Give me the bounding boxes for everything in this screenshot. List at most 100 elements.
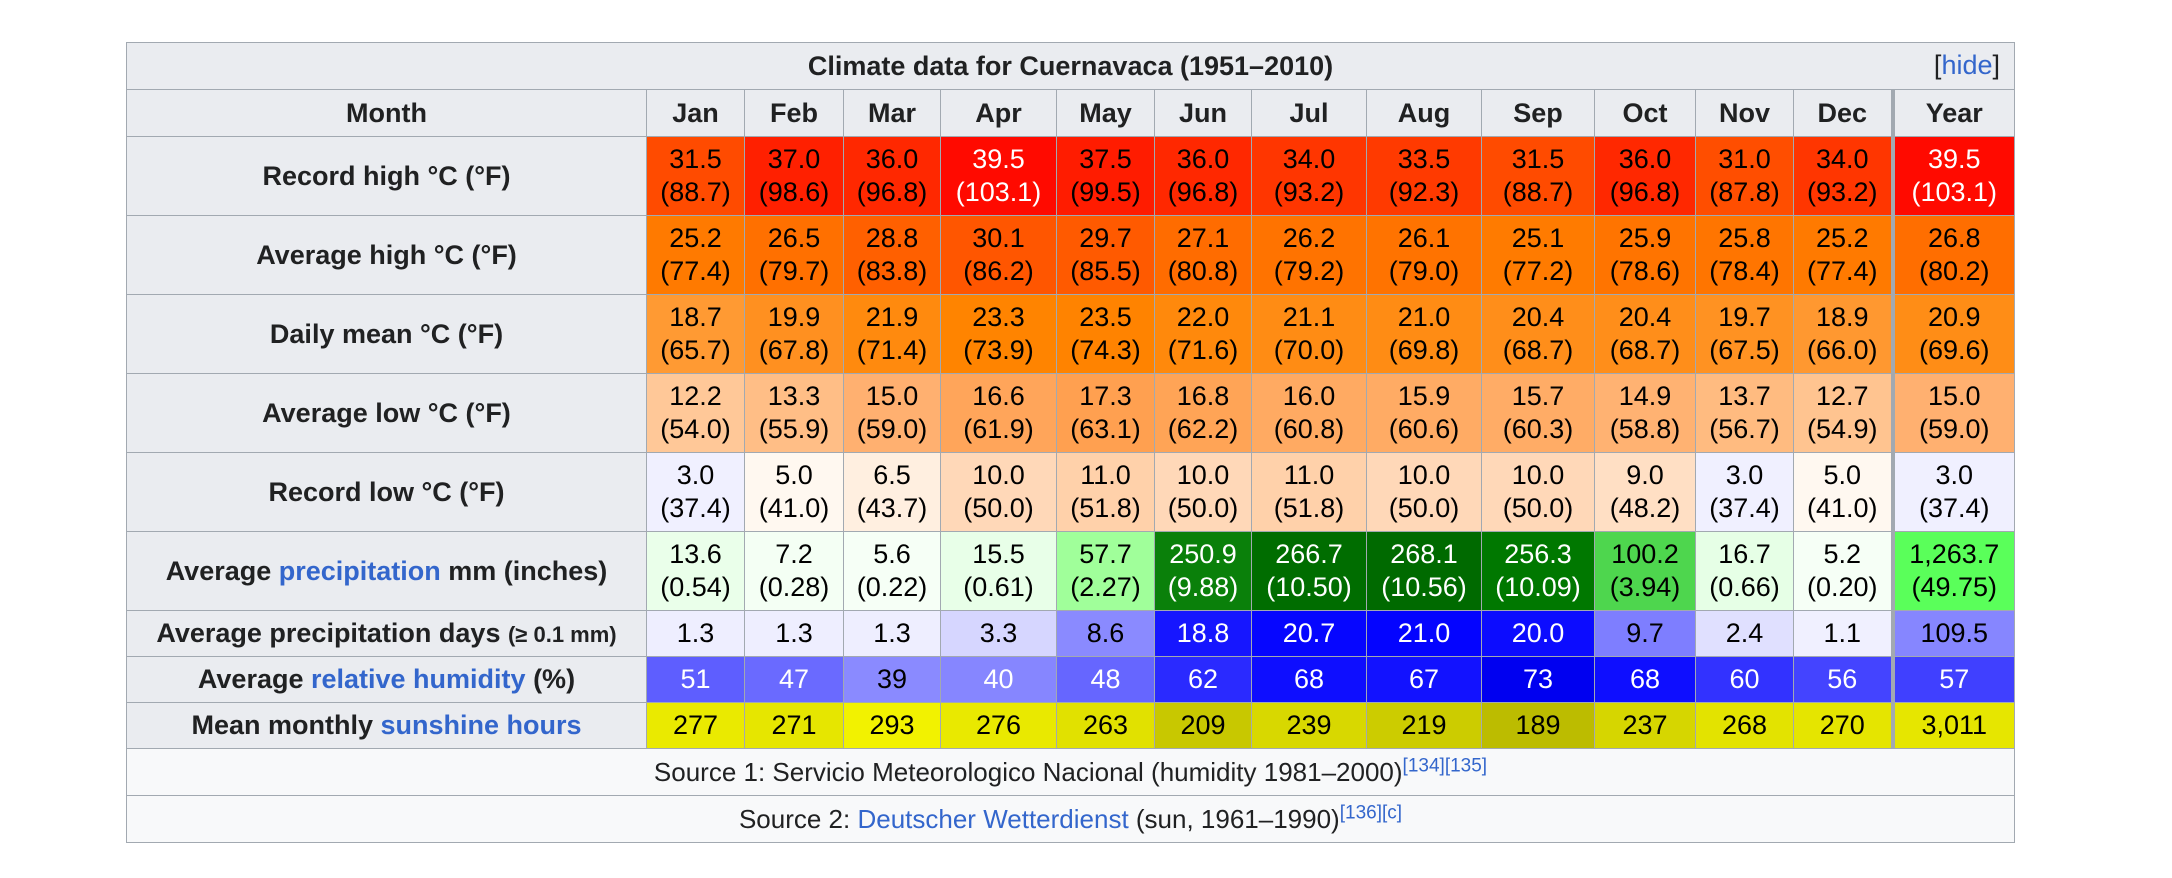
cell-value-alt: (92.3) — [1388, 177, 1460, 207]
link[interactable]: relative humidity — [310, 664, 526, 694]
header-cell: Jun — [1154, 89, 1252, 137]
cell-value: 47 — [778, 664, 810, 694]
cell-value-alt: (61.9) — [963, 414, 1034, 444]
data-cell: 25.8 (78.4) — [1695, 215, 1794, 295]
data-cell: 10.0 (50.0) — [1481, 452, 1595, 532]
reference[interactable]: [135] — [1444, 754, 1488, 776]
data-cell: 20.0 — [1481, 610, 1595, 657]
cell-value: 7.2 — [775, 539, 813, 569]
data-cell: 7.2 (0.28) — [744, 531, 844, 611]
data-cell: 256.3 (10.09) — [1481, 531, 1595, 611]
data-cell: 5.0 (41.0) — [744, 452, 844, 532]
table-title: Climate data for Cuernavaca (1951–2010) [… — [126, 42, 2015, 90]
data-cell: 3,011 — [1890, 702, 2015, 749]
text: (%) — [525, 664, 576, 694]
data-cell: 18.9 (66.0) — [1793, 294, 1893, 374]
cell-value: 25.1 — [1511, 223, 1565, 253]
link[interactable]: Deutscher Wetterdienst — [857, 803, 1129, 834]
data-cell: 3.0 (37.4) — [1695, 452, 1794, 532]
cell-value: 25.2 — [669, 223, 722, 253]
data-cell: 23.5 (74.3) — [1056, 294, 1155, 374]
cell-value: 14.9 — [1618, 381, 1672, 411]
source-cell: Source 2: Deutscher Wetterdienst (sun, 1… — [126, 795, 2015, 843]
data-cell: 29.7 (85.5) — [1056, 215, 1155, 295]
cell-value-alt: (66.0) — [1806, 335, 1878, 365]
cell-value-alt: (67.5) — [1709, 335, 1780, 365]
data-cell: 15.9 (60.6) — [1366, 373, 1482, 453]
data-cell: 3.3 — [940, 610, 1057, 657]
data-cell: 16.7 (0.66) — [1695, 531, 1794, 611]
cell-value: 33.5 — [1397, 144, 1451, 174]
cell-value-alt: (68.7) — [1609, 335, 1681, 365]
data-row: Daily mean °C (°F) 18.7 (65.7) 19.9 (67.8) 21… — [126, 294, 2015, 374]
cell-value: 29.7 — [1079, 223, 1132, 253]
data-cell: 2.4 — [1695, 610, 1794, 657]
cell-value: 68 — [1293, 664, 1325, 694]
data-cell: 209 — [1154, 702, 1252, 749]
reference[interactable]: [c] — [1381, 801, 1403, 823]
data-cell: 5.0 (41.0) — [1793, 452, 1893, 532]
cell-value: 36.0 — [865, 144, 919, 174]
cell-value-alt: (70.0) — [1273, 335, 1345, 365]
cell-value: 30.1 — [972, 223, 1025, 253]
cell-value: 270 — [1819, 710, 1865, 740]
cell-value-alt: (79.0) — [1388, 256, 1460, 286]
data-cell: 263 — [1056, 702, 1155, 749]
cell-value-alt: (59.0) — [856, 414, 928, 444]
link[interactable]: sunshine hours — [380, 710, 582, 740]
hide-toggle: [hide] — [1933, 50, 2000, 80]
data-cell: 11.0 (51.8) — [1251, 452, 1367, 532]
header-cell: Aug — [1366, 89, 1482, 137]
data-cell: 11.0 (51.8) — [1056, 452, 1155, 532]
cell-value-alt: (60.6) — [1388, 414, 1460, 444]
cell-value-alt: (0.20) — [1806, 572, 1878, 602]
hide-link[interactable]: hide — [1941, 50, 1993, 80]
cell-value-alt: (43.7) — [856, 493, 928, 523]
text: mm (inches) — [440, 555, 608, 586]
row-label: Average high °C (°F) — [126, 215, 647, 295]
cell-value: 12.7 — [1815, 381, 1869, 411]
data-row: Average relative humidity (%) 51 47 39 40 48 6… — [126, 656, 2015, 703]
cell-value: 20.0 — [1511, 618, 1565, 648]
data-cell: 10.0 (50.0) — [1366, 452, 1482, 532]
data-cell: 57 — [1890, 656, 2015, 703]
cell-value: 60 — [1729, 664, 1760, 694]
data-cell: 39.5 (103.1) — [1890, 136, 2015, 216]
data-cell: 25.2 (77.4) — [646, 215, 745, 295]
data-cell: 9.7 — [1594, 610, 1696, 657]
cell-value-alt: (93.2) — [1273, 177, 1345, 207]
cell-value-alt: (79.7) — [758, 256, 830, 286]
cell-value: 18.9 — [1815, 302, 1869, 332]
cell-value: 31.0 — [1718, 144, 1771, 174]
cell-value-alt: (103.1) — [1911, 177, 1998, 207]
data-cell: 26.5 (79.7) — [744, 215, 844, 295]
data-cell: 27.1 (80.8) — [1154, 215, 1252, 295]
cell-value-alt: (54.9) — [1806, 414, 1878, 444]
data-cell: 10.0 (50.0) — [1154, 452, 1252, 532]
cell-value: 277 — [672, 710, 719, 740]
data-cell: 33.5 (92.3) — [1366, 136, 1482, 216]
data-cell: 268 — [1695, 702, 1794, 749]
data-cell: 100.2 (3.94) — [1594, 531, 1696, 611]
cell-value: 57 — [1939, 664, 1970, 694]
cell-value: 12.2 — [669, 381, 722, 411]
cell-value: 250.9 — [1169, 539, 1237, 569]
data-cell: 20.4 (68.7) — [1594, 294, 1696, 374]
cell-value: 16.0 — [1282, 381, 1336, 411]
link[interactable]: precipitation — [278, 555, 441, 586]
data-cell: 6.5 (43.7) — [843, 452, 941, 532]
data-cell: 277 — [646, 702, 745, 749]
cell-value-alt: (60.3) — [1502, 414, 1574, 444]
reference[interactable]: [134] — [1402, 754, 1445, 776]
title-row: Climate data for Cuernavaca (1951–2010) [… — [126, 42, 2015, 90]
cell-value: 68 — [1629, 664, 1661, 694]
reference[interactable]: [136] — [1339, 801, 1382, 823]
cell-value: 16.8 — [1176, 381, 1230, 411]
cell-value-alt: (37.4) — [1918, 493, 1990, 523]
cell-value: 25.9 — [1618, 223, 1672, 253]
data-cell: 15.0 (59.0) — [1890, 373, 2015, 453]
cell-value-alt: (50.0) — [1388, 493, 1460, 523]
data-row: Mean monthly sunshine hours 277 271 293 276 2… — [126, 702, 2015, 749]
data-cell: 23.3 (73.9) — [940, 294, 1057, 374]
cell-value: 67 — [1408, 664, 1440, 694]
